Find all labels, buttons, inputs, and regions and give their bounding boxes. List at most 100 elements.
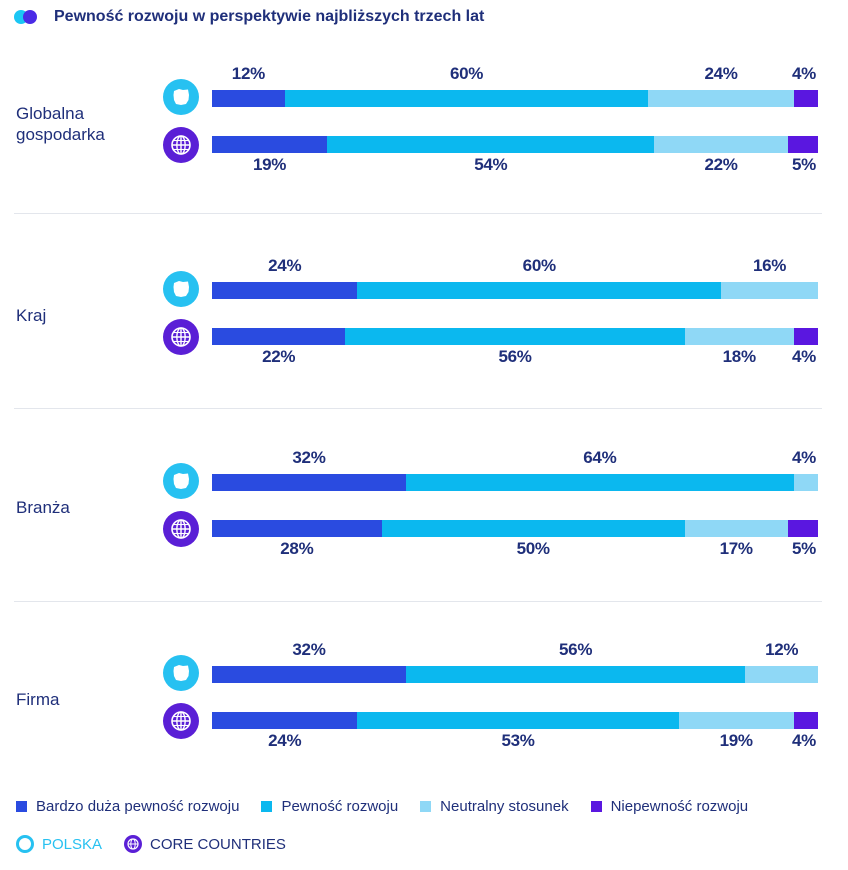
bar-segment-bardzo-duza <box>212 520 382 537</box>
bar-polska-0 <box>212 90 818 107</box>
bar-segment-niepewnosc <box>793 90 818 107</box>
poland-map-icon <box>163 79 199 115</box>
legend-label: Pewność rozwoju <box>281 798 399 815</box>
value-label: 24% <box>704 64 738 83</box>
legend-swatch <box>261 801 273 812</box>
globe-icon <box>163 511 199 547</box>
poland-map-icon <box>163 463 199 499</box>
bar-segment-niepewnosc <box>793 712 818 729</box>
value-label: 56% <box>559 640 593 659</box>
legend-item-niepewnosc: Niepewność rozwoju <box>590 798 749 815</box>
bar-segment-pewnosc <box>345 328 685 345</box>
title-dots-icon <box>14 10 44 24</box>
bar-segment-neutralny <box>745 666 818 683</box>
globe-icon <box>163 703 199 739</box>
bar-segment-niepewnosc <box>793 328 818 345</box>
category-label: Kraj <box>16 305 46 326</box>
legend-item-pewnosc: Pewność rozwoju <box>261 798 398 815</box>
bar-segment-pewnosc <box>405 474 794 491</box>
value-label: 54% <box>474 155 508 174</box>
dot-purple <box>23 10 37 24</box>
legend-label-polska: POLSKA <box>42 835 103 853</box>
bar-segment-neutralny <box>654 136 788 153</box>
category-label-line: Globalna <box>16 104 85 123</box>
value-label: 4% <box>792 64 816 83</box>
legend-item-polska: POLSKA <box>16 835 102 853</box>
bar-segment-neutralny <box>793 474 818 491</box>
chart-title: Pewność rozwoju w perspektywie najbliższ… <box>54 8 485 25</box>
bar-segment-bardzo-duza <box>212 474 406 491</box>
bar-segment-pewnosc <box>357 712 679 729</box>
value-label: 24% <box>268 256 302 275</box>
category-label-line: Kraj <box>16 306 47 325</box>
poland-map-icon <box>163 655 199 691</box>
bar-segment-pewnosc <box>284 90 649 107</box>
bar-segment-neutralny <box>678 712 794 729</box>
category-label-line: Firma <box>16 690 60 709</box>
globe-icon <box>163 127 199 163</box>
group-separator <box>14 213 822 214</box>
globe-icon <box>124 835 143 853</box>
value-label: 18% <box>722 347 756 366</box>
legend-label-core: CORE COUNTRIES <box>150 835 286 853</box>
bar-segment-bardzo-duza <box>212 712 358 729</box>
bar-polska-3 <box>212 666 818 683</box>
value-label: 19% <box>253 155 287 174</box>
bar-segment-neutralny <box>684 520 788 537</box>
category-label-line: gospodarka <box>16 125 105 144</box>
value-label: 64% <box>583 448 617 467</box>
value-label: 32% <box>292 448 326 467</box>
category-label: Firma <box>16 689 59 710</box>
legend-swatch <box>16 801 27 812</box>
value-label: 4% <box>792 347 816 366</box>
bar-segment-niepewnosc <box>787 136 818 153</box>
value-label: 12% <box>765 640 799 659</box>
bar-segment-neutralny <box>721 282 818 299</box>
value-label: 56% <box>498 347 532 366</box>
category-label: Globalna gospodarka <box>16 103 105 145</box>
bar-segment-neutralny <box>648 90 794 107</box>
value-label: 60% <box>449 64 484 83</box>
value-label: 32% <box>292 640 326 659</box>
segment-legend: Bardzo duża pewność rozwoju Pewność rozw… <box>16 798 770 815</box>
bar-core-2 <box>212 520 818 537</box>
bar-polska-1 <box>212 282 818 299</box>
value-label: 4% <box>792 448 816 467</box>
category-label-line: Branża <box>16 498 70 517</box>
group-separator <box>14 408 822 409</box>
legend-swatch <box>420 801 432 812</box>
bar-core-3 <box>212 712 818 729</box>
bar-core-0 <box>212 136 818 153</box>
bar-segment-pewnosc <box>405 666 746 683</box>
poland-map-icon <box>16 835 34 853</box>
legend-label: Niepewność rozwoju <box>610 798 749 815</box>
poland-map-icon <box>163 271 199 307</box>
value-label: 19% <box>719 731 753 750</box>
value-label: 22% <box>704 155 738 174</box>
legend-item-core: CORE COUNTRIES <box>124 835 286 853</box>
value-label: 16% <box>752 256 787 275</box>
chart-header: Pewność rozwoju w perspektywie najbliższ… <box>14 6 484 28</box>
bar-segment-bardzo-duza <box>212 666 406 683</box>
legend-swatch <box>590 801 602 812</box>
value-label: 5% <box>792 539 816 558</box>
globe-icon <box>163 319 199 355</box>
legend-label: Neutralny stosunek <box>440 798 569 815</box>
value-label: 24% <box>268 731 302 750</box>
legend-label: Bardzo duża pewność rozwoju <box>36 798 240 815</box>
bar-segment-pewnosc <box>381 520 685 537</box>
bar-segment-niepewnosc <box>787 520 818 537</box>
legend-item-neutralny: Neutralny stosunek <box>420 798 569 815</box>
value-label: 17% <box>719 539 753 558</box>
value-label: 4% <box>792 731 816 750</box>
value-label: 60% <box>522 256 556 275</box>
bar-segment-neutralny <box>684 328 794 345</box>
bar-segment-bardzo-duza <box>212 328 346 345</box>
bar-polska-2 <box>212 474 818 491</box>
value-label: 50% <box>516 539 550 558</box>
bar-segment-bardzo-duza <box>212 136 328 153</box>
bar-segment-pewnosc <box>327 136 655 153</box>
value-label: 22% <box>262 347 296 366</box>
bar-segment-pewnosc <box>357 282 722 299</box>
bar-core-1 <box>212 328 818 345</box>
